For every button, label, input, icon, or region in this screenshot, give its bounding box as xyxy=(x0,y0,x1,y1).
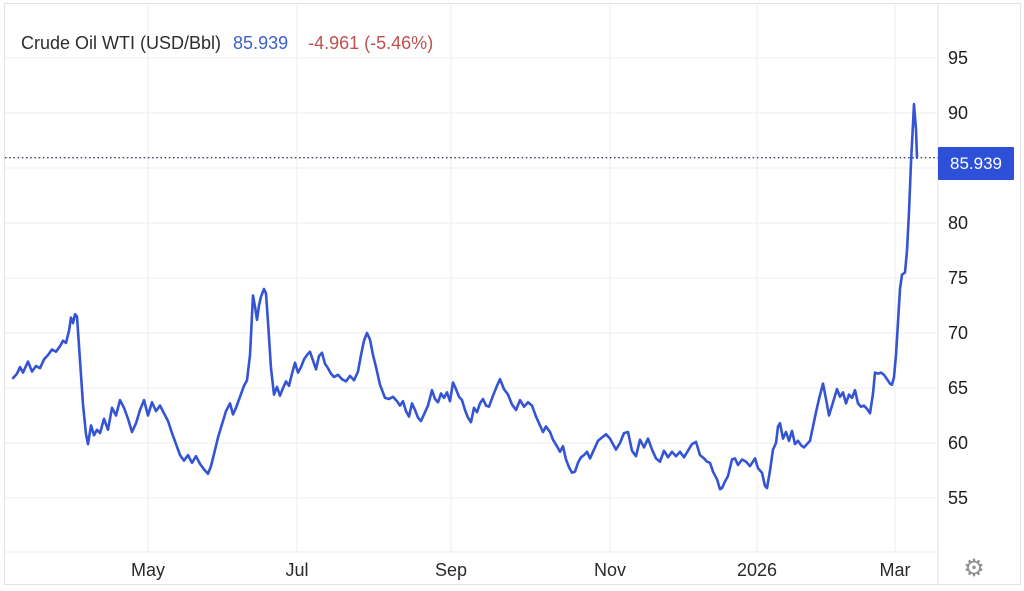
chart-frame xyxy=(4,3,1021,585)
x-axis-tick-label: Nov xyxy=(593,560,627,580)
y-axis-tick-label: 90 xyxy=(948,103,969,123)
x-axis-tick-label: 2026 xyxy=(736,560,778,580)
last-price-value: 85.939 xyxy=(233,33,289,53)
instrument-name: Crude Oil WTI (USD/Bbl) xyxy=(21,33,222,53)
y-axis-tick-label: 80 xyxy=(948,213,969,233)
price-change: -4.961 (-5.46%) xyxy=(308,33,434,53)
current-price-badge: 85.939 xyxy=(938,147,1014,181)
y-axis-tick-label: 55 xyxy=(948,488,969,508)
chart-title-row: Crude Oil WTI (USD/Bbl) 85.939 -4.961 (-… xyxy=(21,33,433,54)
y-axis-tick-label: 60 xyxy=(948,433,969,453)
x-axis-tick-label: Jul xyxy=(285,560,309,580)
x-axis-tick-label: Sep xyxy=(434,560,468,580)
y-axis-tick-label: 75 xyxy=(948,268,969,288)
price-line-series xyxy=(11,102,919,491)
x-axis-tick-label: Mar xyxy=(879,560,911,580)
settings-gear-icon[interactable]: ⚙ xyxy=(959,553,989,583)
y-axis-tick-label: 65 xyxy=(948,378,969,398)
y-axis-tick-label: 70 xyxy=(948,323,969,343)
y-axis-tick-label: 95 xyxy=(948,48,969,68)
x-axis-tick-label: May xyxy=(130,560,166,580)
